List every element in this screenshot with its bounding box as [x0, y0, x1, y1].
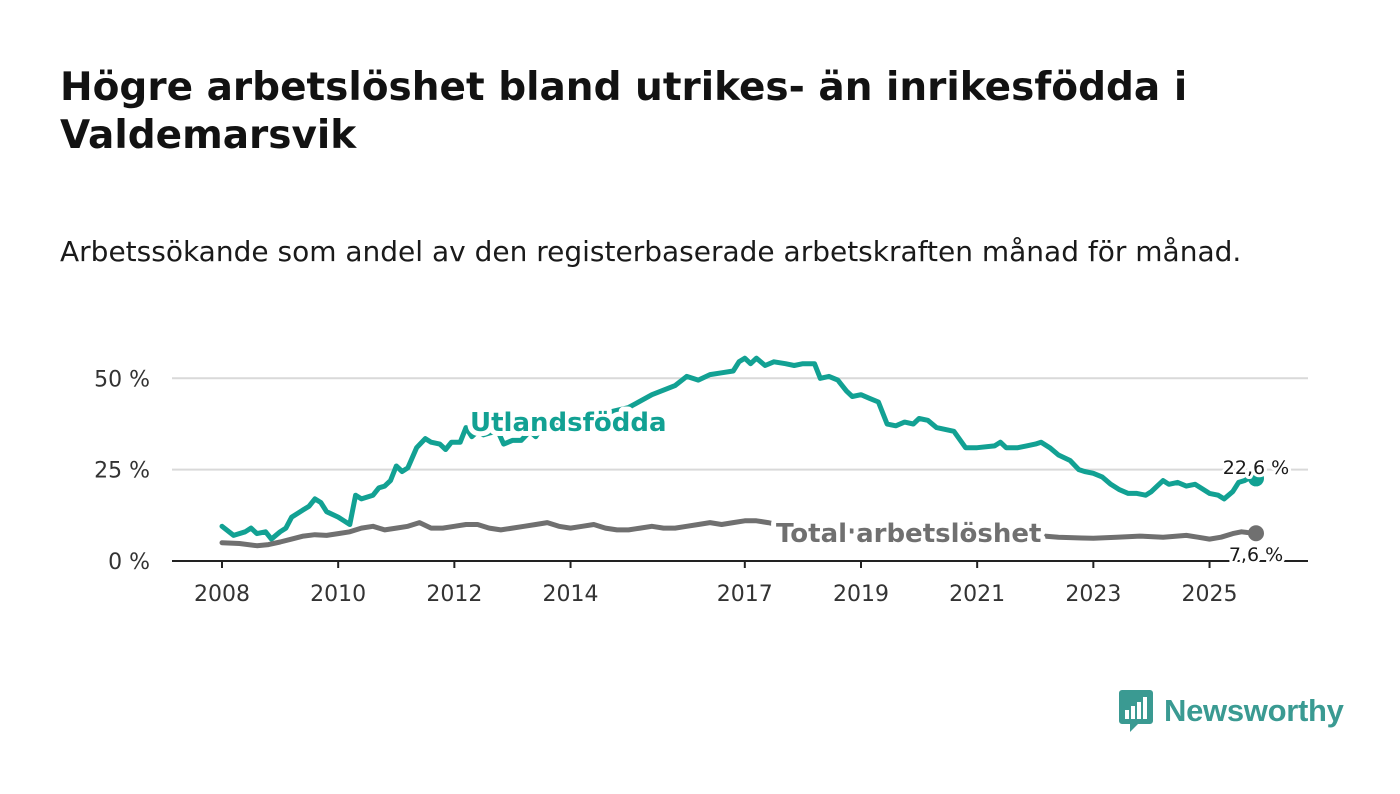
series-label-total: Total arbetslöshet [776, 519, 1041, 549]
x-tick-label: 2014 [543, 582, 599, 607]
y-tick-label: 50 % [94, 367, 150, 392]
brand-name: Newsworthy [1164, 693, 1344, 728]
x-tick-label: 2010 [310, 582, 366, 607]
end-value-total: 7,6 % [1229, 544, 1283, 566]
series-lines [219, 355, 1264, 549]
y-tick-label: 0 % [108, 550, 150, 575]
series-labels: Utlandsfödda Total arbetslöshet 22,6 % 7,6 … [465, 403, 1292, 569]
end-point-marker [1248, 525, 1264, 542]
gridlines: 0 % 25 % 50 % [94, 367, 1308, 575]
series-label-utlandsfodda: Utlandsfödda [470, 408, 667, 438]
end-value-utlandsfodda: 22,6 % [1223, 457, 1289, 479]
series-line-total [219, 518, 1259, 549]
x-tick-label: 2019 [833, 582, 889, 607]
x-tick-label: 2017 [717, 582, 773, 607]
y-tick-label: 25 % [94, 459, 150, 484]
newsworthy-logo: Newsworthy [1118, 688, 1344, 734]
series-line-utlandsfodda [219, 355, 1259, 542]
end-point-marker [1248, 470, 1264, 487]
chart-subtitle: Arbetssökande som andel av den registerb… [60, 235, 1242, 268]
chart-title: Högre arbetslöshet bland utrikes- än inr… [60, 65, 1188, 158]
x-axis: 2008 2010 2012 2014 2017 2019 2021 2023 2025 [172, 560, 1308, 607]
x-tick-label: 2008 [194, 582, 250, 607]
x-tick-label: 2012 [426, 582, 482, 607]
newsworthy-logo-icon [1119, 690, 1153, 732]
x-tick-label: 2025 [1182, 582, 1238, 607]
x-tick-label: 2021 [949, 582, 1005, 607]
x-tick-label: 2023 [1065, 582, 1121, 607]
